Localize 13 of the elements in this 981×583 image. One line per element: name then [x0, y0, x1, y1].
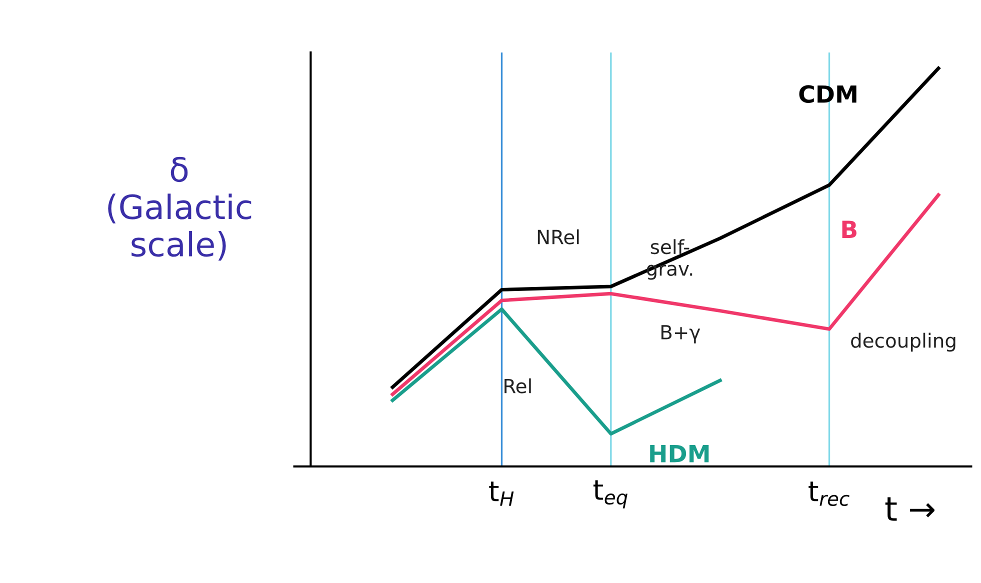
annotation: decoupling	[851, 332, 956, 352]
x-tick-label: t$_{H}$	[489, 482, 514, 506]
annotation: Rel	[504, 378, 531, 394]
y-axis-title: δ (Galactic scale)	[108, 156, 252, 261]
annotation: NRel	[538, 229, 579, 244]
x-tick-label: t$_{rec}$	[808, 482, 850, 506]
x-tick-label: t$_{eq}$	[593, 480, 628, 508]
annotation: self- grav.	[646, 239, 692, 280]
annotation: B+γ	[661, 325, 700, 344]
series-label: CDM	[799, 85, 856, 103]
x-axis-title: t →	[885, 497, 934, 521]
series-label: B	[842, 220, 856, 238]
series-label: HDM	[650, 445, 709, 462]
